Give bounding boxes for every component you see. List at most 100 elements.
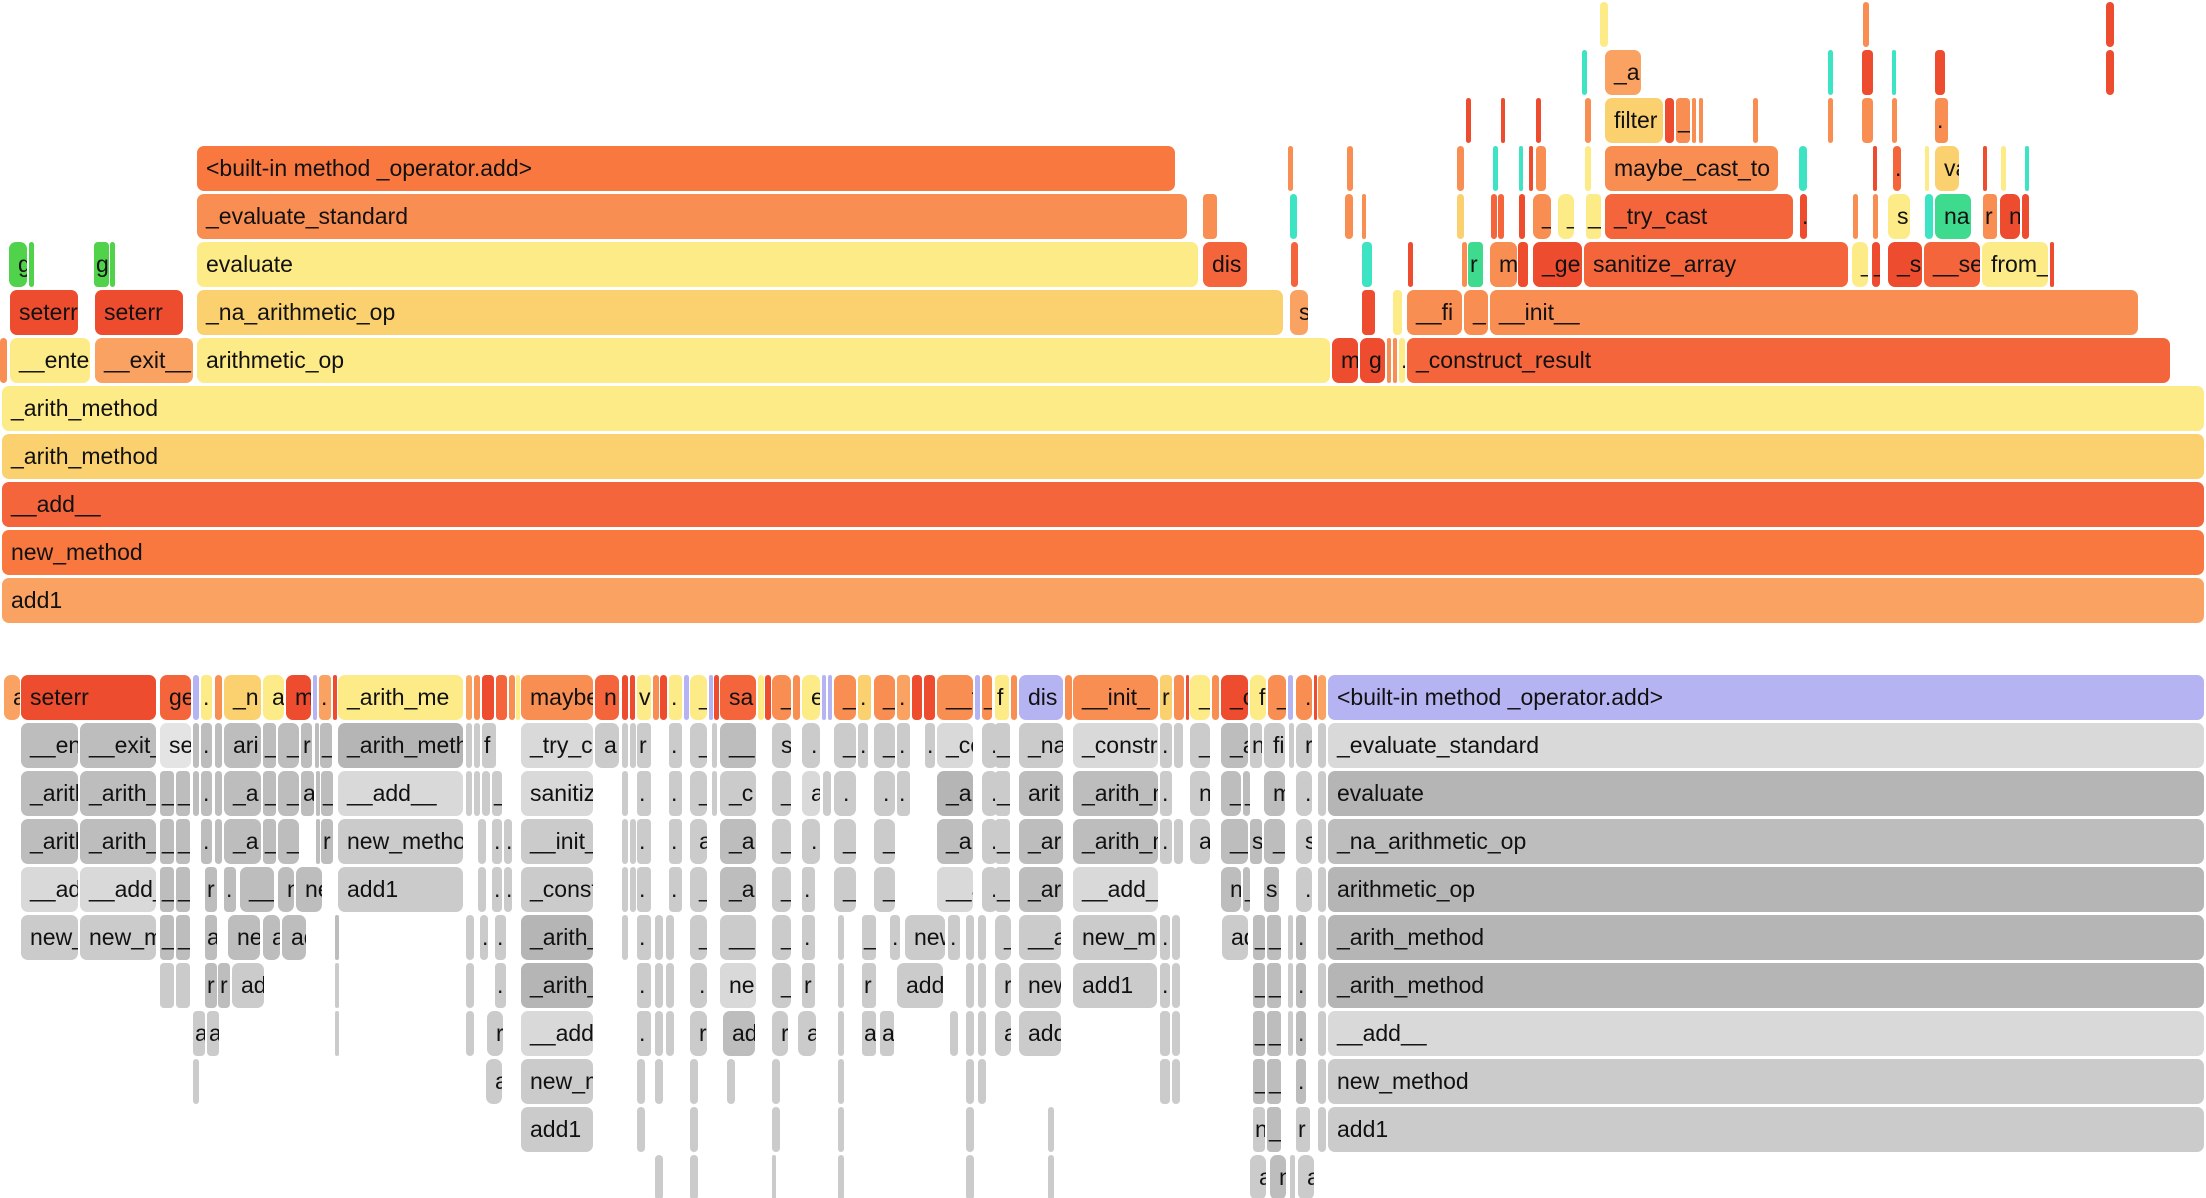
bottom-frame-new_method[interactable]: new_method: [338, 819, 463, 864]
bottom-frame-new[interactable]: new: [905, 915, 945, 960]
top-frame-_arith_method[interactable]: _arith_method: [2, 434, 2204, 479]
bottom-frame-a[interactable]: a: [263, 675, 284, 720]
bottom-frame-[interactable]: .: [982, 867, 998, 912]
bottom-frame-a[interactable]: a: [1250, 1155, 1266, 1198]
bottom-frame-_[interactable]: _: [1253, 1011, 1265, 1056]
bottom-frame-n[interactable]: n: [1253, 1107, 1265, 1152]
bottom-frame-_ar[interactable]: _ar: [1019, 867, 1063, 912]
top-frame-_construct_result[interactable]: _construct_result: [1407, 338, 2170, 383]
bottom-frame[interactable]: [1212, 675, 1219, 720]
bottom-frame-_[interactable]: _: [690, 723, 707, 768]
bottom-frame-add1[interactable]: add1: [897, 963, 943, 1008]
bottom-frame-[interactable]: .: [858, 675, 871, 720]
bottom-frame[interactable]: [193, 771, 199, 816]
bottom-frame-[interactable]: .: [1296, 867, 1312, 912]
bottom-frame-maybe[interactable]: maybe: [521, 675, 593, 720]
bottom-frame-[interactable]: .: [802, 915, 815, 960]
bottom-frame-sanitize_array[interactable]: sanitize_array: [521, 771, 593, 816]
top-frame[interactable]: [1536, 98, 1541, 143]
bottom-frame[interactable]: [622, 723, 628, 768]
bottom-frame[interactable]: [478, 819, 486, 864]
top-frame[interactable]: [1466, 98, 1471, 143]
bottom-frame[interactable]: [193, 723, 199, 768]
bottom-frame[interactable]: [978, 1059, 986, 1104]
bottom-frame[interactable]: [474, 771, 480, 816]
bottom-frame[interactable]: [316, 771, 320, 816]
bottom-frame[interactable]: [509, 675, 515, 720]
bottom-frame-[interactable]: .: [1296, 1011, 1306, 1056]
bottom-frame[interactable]: [215, 819, 222, 864]
bottom-frame-s[interactable]: s: [1296, 819, 1312, 864]
top-frame[interactable]: [1828, 98, 1833, 143]
bottom-frame[interactable]: [655, 915, 663, 960]
top-frame[interactable]: [1518, 242, 1528, 287]
bottom-frame-_[interactable]: _: [995, 771, 1010, 816]
bottom-frame-s[interactable]: s: [1264, 867, 1279, 912]
bottom-frame-_[interactable]: _: [176, 771, 190, 816]
bottom-frame-_arith_method[interactable]: _arith_method: [521, 915, 593, 960]
bottom-frame[interactable]: [637, 1059, 645, 1104]
bottom-frame-_[interactable]: _: [176, 867, 190, 912]
bottom-frame[interactable]: [712, 723, 717, 768]
bottom-frame-r[interactable]: r: [802, 963, 815, 1008]
bottom-frame-ad[interactable]: ad: [282, 915, 306, 960]
bottom-frame[interactable]: [655, 1059, 663, 1104]
bottom-frame-_[interactable]: _: [1253, 963, 1265, 1008]
bottom-frame-new_method[interactable]: new_method: [1073, 915, 1157, 960]
bottom-frame[interactable]: [666, 1011, 674, 1056]
bottom-frame[interactable]: [466, 771, 472, 816]
top-frame-_ge[interactable]: _ge: [1533, 242, 1582, 287]
top-frame-g[interactable]: g: [94, 242, 109, 287]
top-frame-g[interactable]: g: [9, 242, 27, 287]
top-frame[interactable]: [1873, 146, 1877, 191]
bottom-frame-_[interactable]: _: [772, 867, 791, 912]
bottom-frame[interactable]: [822, 675, 826, 720]
bottom-frame-add1[interactable]: add1: [521, 1107, 593, 1152]
bottom-frame-r[interactable]: r: [205, 867, 217, 912]
bottom-frame-_[interactable]: _: [1243, 771, 1250, 816]
bottom-frame-_c[interactable]: _c: [720, 771, 756, 816]
bottom-frame-[interactable]: .: [1296, 675, 1312, 720]
top-frame-_[interactable]: _: [1852, 242, 1868, 287]
bottom-frame[interactable]: [466, 675, 472, 720]
bottom-frame-[interactable]: .: [201, 771, 212, 816]
bottom-frame-add1[interactable]: add1: [1019, 1011, 1061, 1056]
bottom-frame-_arith_method[interactable]: _arith_method: [521, 963, 593, 1008]
bottom-frame[interactable]: [709, 675, 713, 720]
bottom-frame-_[interactable]: _: [772, 963, 791, 1008]
bottom-frame[interactable]: [176, 963, 190, 1008]
bottom-frame-new_method[interactable]: new_method: [521, 1059, 593, 1104]
bottom-frame[interactable]: [1160, 1059, 1170, 1104]
bottom-frame[interactable]: [950, 1011, 958, 1056]
top-frame-__init__[interactable]: __init__: [1490, 290, 2138, 335]
bottom-frame[interactable]: [838, 1059, 844, 1104]
top-frame[interactable]: [1393, 338, 1397, 383]
bottom-frame[interactable]: [1174, 723, 1183, 768]
bottom-frame-a[interactable]: a: [263, 915, 280, 960]
bottom-frame-[interactable]: .: [890, 915, 900, 960]
bottom-frame[interactable]: [496, 675, 507, 720]
bottom-frame-_[interactable]: _: [1253, 915, 1265, 960]
bottom-frame-n[interactable]: n: [1270, 1155, 1286, 1198]
bottom-frame-_arith_method[interactable]: _arith_method: [80, 819, 156, 864]
bottom-frame-__[interactable]: __: [1221, 819, 1248, 864]
bottom-frame[interactable]: [1172, 915, 1180, 960]
bottom-frame-f[interactable]: f: [1250, 675, 1266, 720]
bottom-frame-r[interactable]: r: [487, 1011, 503, 1056]
bottom-frame-_construct_result[interactable]: _construct_result: [1073, 723, 1158, 768]
bottom-frame[interactable]: [466, 915, 474, 960]
top-frame[interactable]: [1362, 290, 1375, 335]
bottom-frame-a[interactable]: a: [595, 723, 619, 768]
bottom-frame[interactable]: [516, 675, 520, 720]
bottom-frame-_a[interactable]: _a: [224, 771, 261, 816]
bottom-frame[interactable]: [966, 963, 974, 1008]
bottom-frame[interactable]: [1065, 675, 1072, 720]
bottom-frame[interactable]: [474, 723, 480, 768]
top-frame[interactable]: [1345, 194, 1353, 239]
top-frame-[interactable]: .: [1893, 146, 1901, 191]
bottom-frame[interactable]: [335, 915, 339, 960]
top-frame[interactable]: [1519, 146, 1523, 191]
bottom-frame-ad[interactable]: ad: [232, 963, 264, 1008]
bottom-frame-_[interactable]: _: [995, 867, 1010, 912]
top-frame-_[interactable]: _: [1676, 98, 1690, 143]
